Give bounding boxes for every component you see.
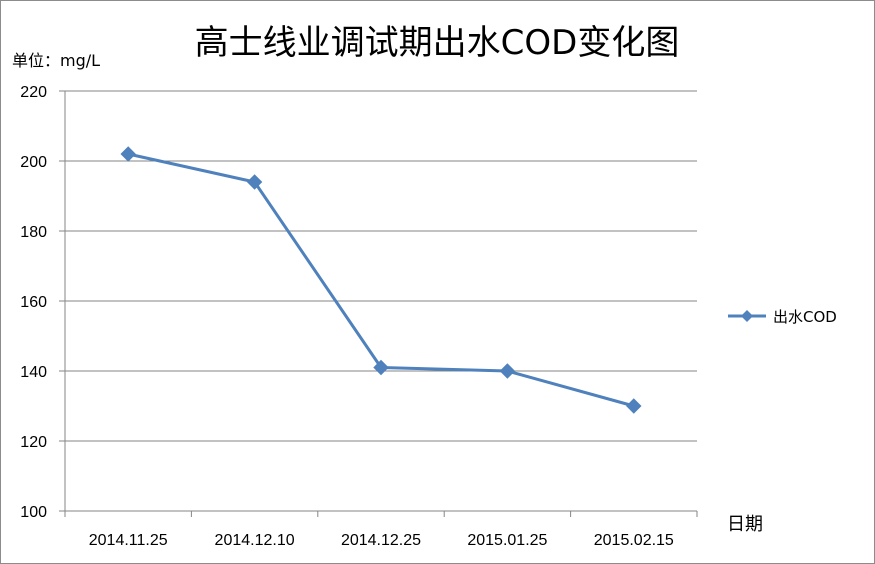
legend: 出水COD: [728, 308, 837, 326]
y-tick-label: 160: [20, 294, 47, 311]
x-axis-label: 日期: [727, 514, 763, 535]
y-tick-label: 180: [20, 224, 47, 241]
y-tick-labels: 100 120 140 160 180 200 220: [20, 84, 47, 521]
y-tick-label: 200: [20, 154, 47, 171]
y-tick-label: 140: [20, 364, 47, 381]
data-point: [626, 398, 642, 414]
y-tick-label: 120: [20, 434, 47, 451]
chart-title: 高士线业调试期出水COD变化图: [195, 23, 680, 63]
x-tick-label: 2014.12.10: [215, 532, 295, 549]
data-point: [499, 363, 516, 379]
y-tick-label: 220: [20, 84, 47, 101]
x-tick-label: 2014.11.25: [89, 532, 168, 549]
x-tick-label: 2015.02.15: [594, 532, 674, 549]
legend-label: 出水COD: [773, 308, 837, 326]
data-point: [373, 359, 389, 376]
data-point: [246, 174, 263, 190]
x-tick-label: 2014.12.25: [341, 532, 421, 549]
grid-layer: [65, 90, 697, 442]
series-layer: [120, 146, 642, 414]
data-point: [120, 146, 136, 162]
x-tick-label: 2015.01.25: [467, 532, 547, 549]
y-tick-label: 100: [20, 504, 47, 521]
axis-layer: [59, 90, 698, 517]
unit-label: 单位：mg/L: [12, 51, 100, 70]
x-tick-labels: 2014.11.25 2014.12.10 2014.12.25 2015.01.25…: [89, 532, 674, 549]
legend-marker: [741, 310, 753, 322]
